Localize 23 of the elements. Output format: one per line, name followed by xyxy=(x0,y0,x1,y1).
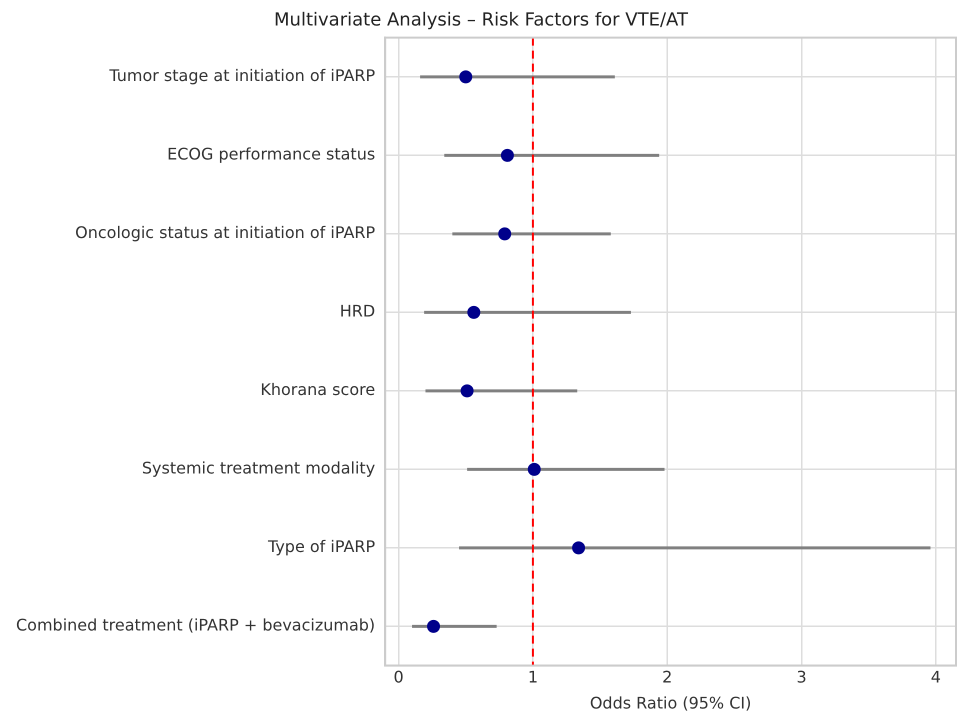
x-tick-label: 2 xyxy=(662,667,672,686)
y-tick-label: HRD xyxy=(340,302,376,321)
y-tick-label: Type of iPARP xyxy=(267,537,376,556)
point xyxy=(467,306,480,319)
x-tick-label: 0 xyxy=(394,667,404,686)
y-tick-label: Oncologic status at initiation of iPARP xyxy=(75,223,376,242)
y-tick-label: Khorana score xyxy=(260,380,376,400)
x-tick-label: 4 xyxy=(930,667,941,686)
y-tick-label: Combined treatment (iPARP + bevacizumab) xyxy=(16,616,376,635)
y-tick-label: ECOG performance status xyxy=(167,144,376,164)
chart-title: Multivariate Analysis – Risk Factors for VTE/AT xyxy=(274,9,689,30)
x-tick-label: 1 xyxy=(528,667,538,686)
point xyxy=(572,541,586,554)
point xyxy=(459,70,472,84)
y-tick-label: Systemic treatment modality xyxy=(142,458,376,478)
x-tick-label: 3 xyxy=(796,667,807,686)
point xyxy=(500,148,514,162)
y-tick-label: Tumor stage at initiation of iPARP xyxy=(108,66,376,86)
point xyxy=(498,227,512,240)
point xyxy=(528,462,541,476)
x-axis-title: Odds Ratio (95% CI) xyxy=(590,694,752,713)
point xyxy=(427,620,440,633)
point xyxy=(460,384,474,398)
